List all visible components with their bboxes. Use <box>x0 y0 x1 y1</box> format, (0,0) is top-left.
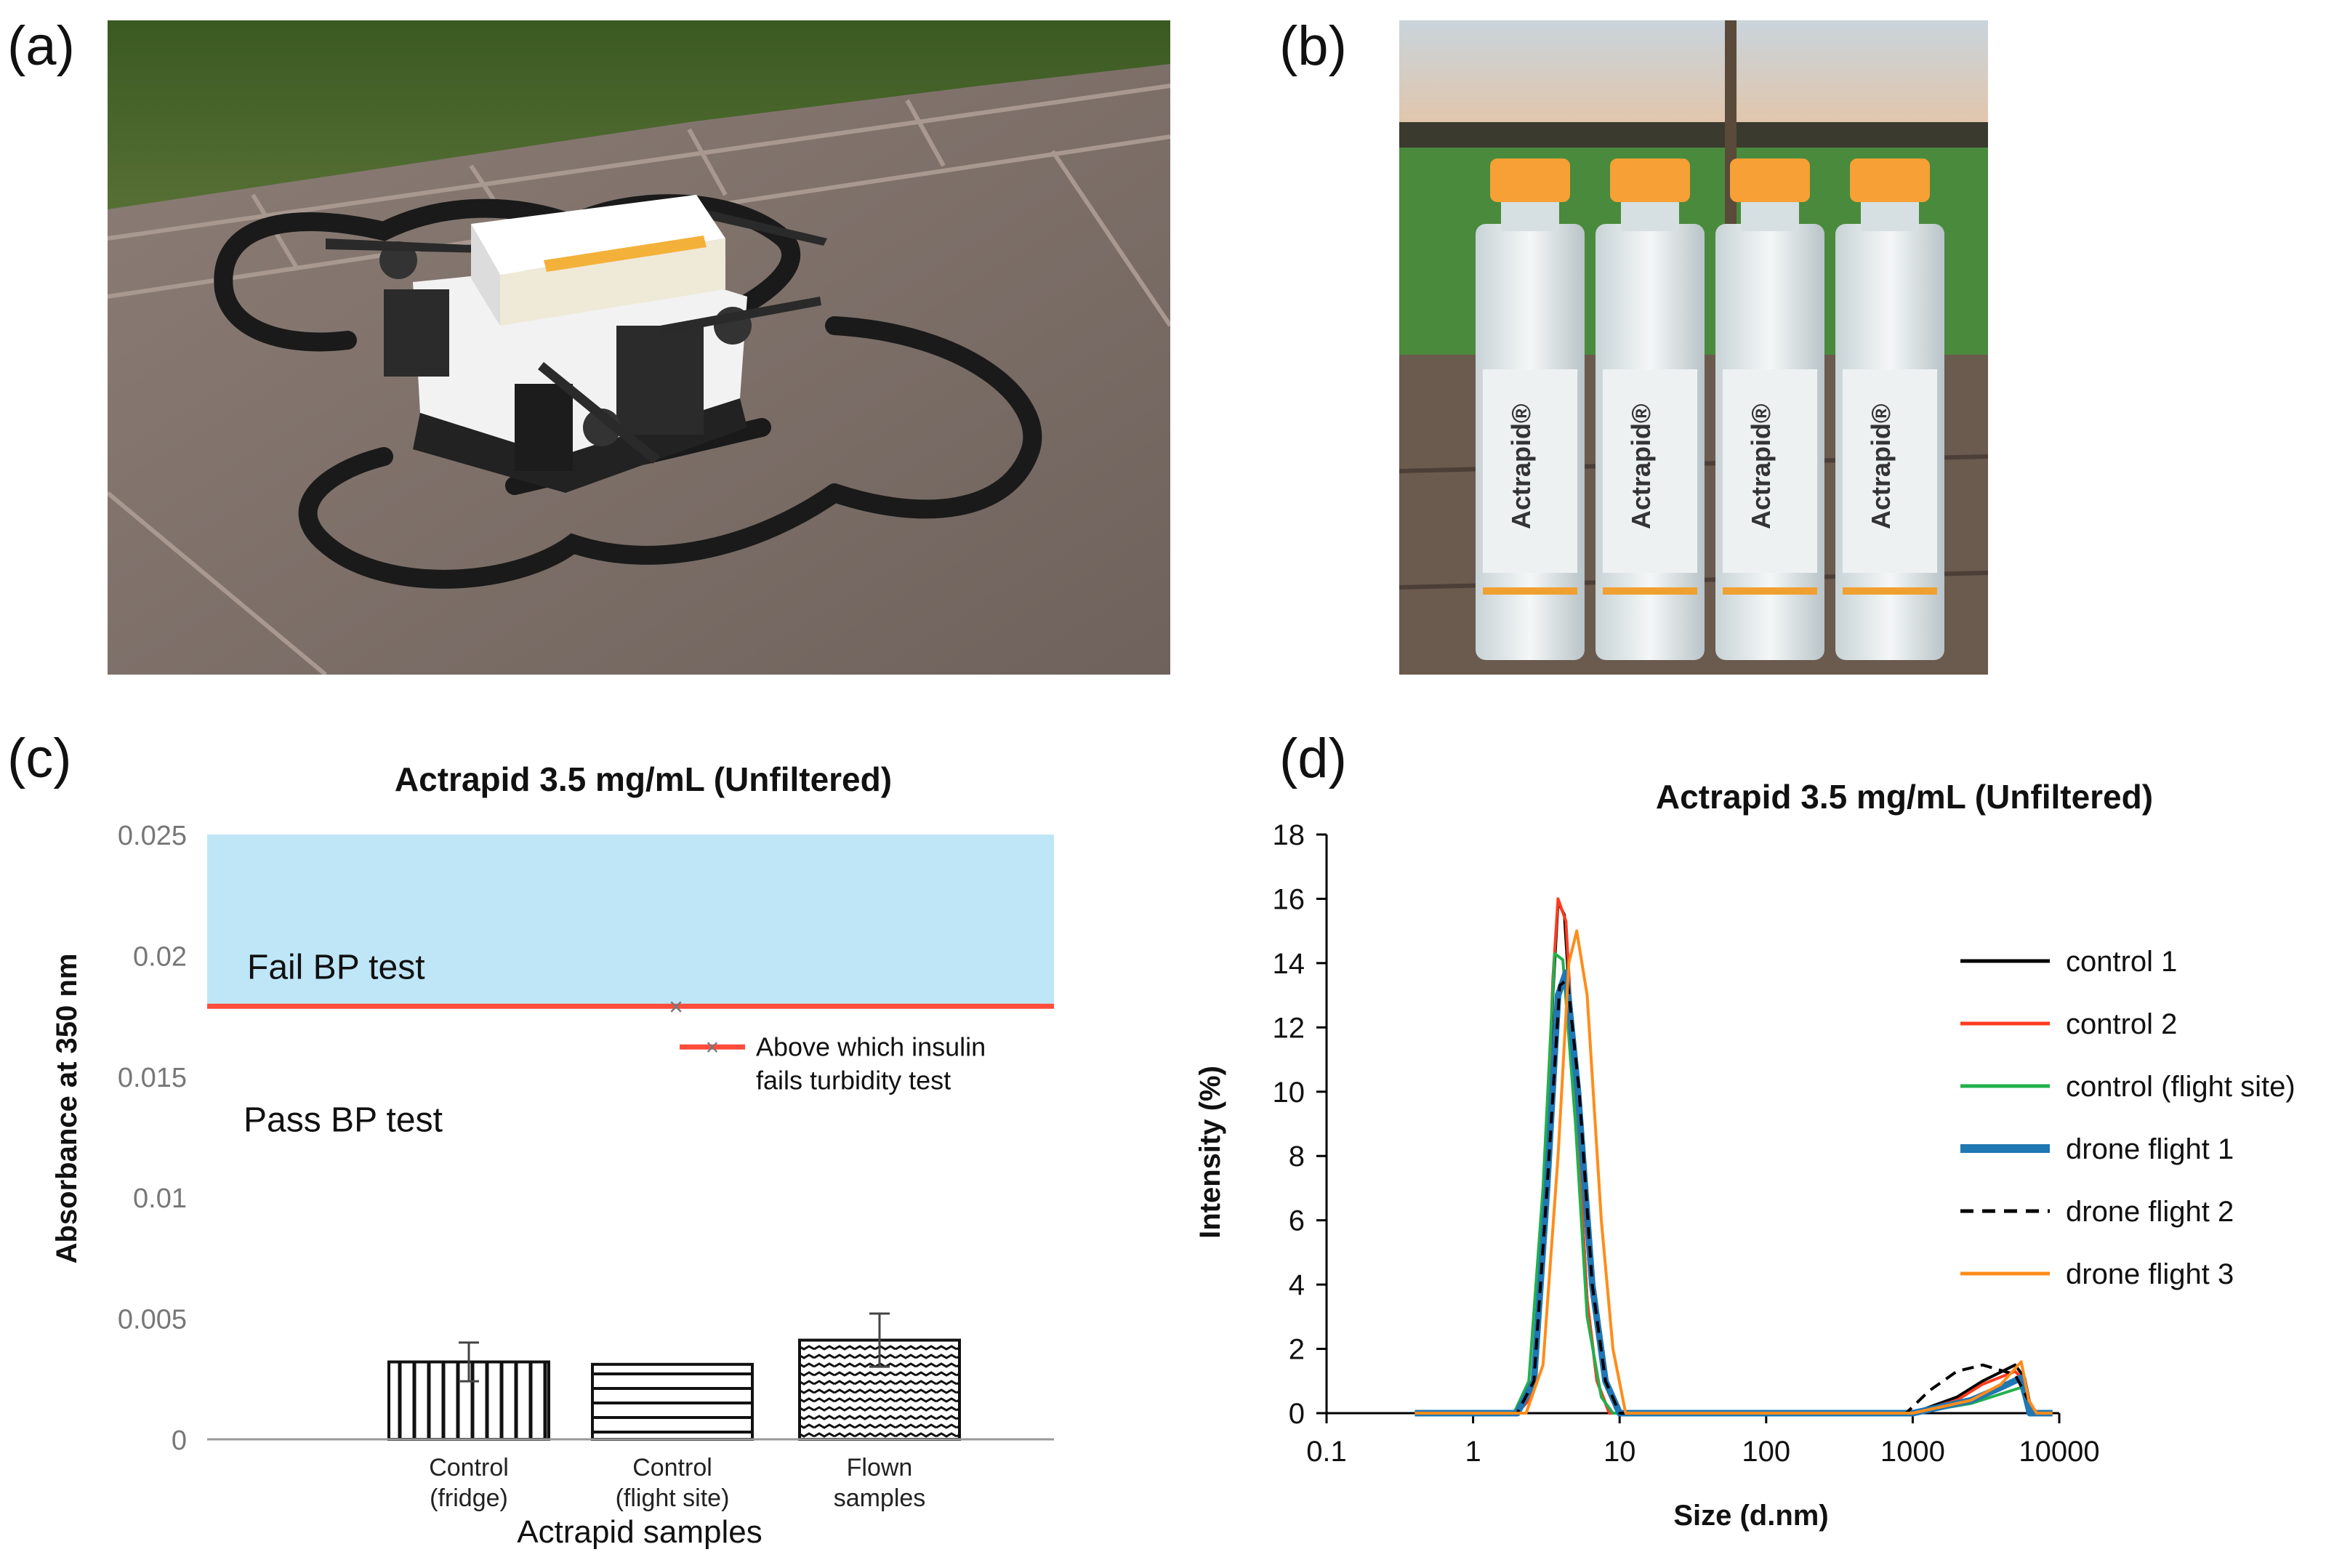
x-tick-label-line1: Control <box>632 1454 712 1481</box>
legend-label: drone flight 3 <box>2066 1258 2234 1290</box>
x-tick-label: 1 <box>1465 1436 1481 1468</box>
y-tick-label: 10 <box>1273 1077 1305 1109</box>
chart-c-title: Actrapid 3.5 mg/mL (Unfiltered) <box>395 760 892 798</box>
legend-label: drone flight 2 <box>2066 1196 2234 1228</box>
series-line <box>1415 897 2053 1415</box>
bars <box>387 1312 961 1442</box>
x-axis-label: Size (d.nm) <box>1673 1500 1828 1532</box>
y-tick-label: 0.02 <box>133 941 187 972</box>
legend-text-line1: Above which insulin <box>756 1032 986 1061</box>
vials-photo: Actrapid® Actrapid® Actrapid® <box>1399 20 1988 675</box>
chart-d: Actrapid 3.5 mg/mL (Unfiltered) 0 2 4 6 8 10 1… <box>1194 778 2295 1532</box>
y-tick-label: 0.025 <box>118 821 187 851</box>
legend-label: control (flight site) <box>2066 1071 2295 1103</box>
x-tick-label-line2: (flight site) <box>616 1484 730 1512</box>
x-tick-label-line2: samples <box>834 1484 926 1512</box>
error-bar <box>869 1312 890 1368</box>
y-axis-label: Intensity (%) <box>1194 1066 1226 1239</box>
fail-region <box>207 835 1054 1007</box>
legend-marker: × <box>706 1034 720 1060</box>
y-tick-label: 0.01 <box>133 1183 187 1214</box>
drone-photo-art <box>108 20 1170 675</box>
x-tick-label: 0.1 <box>1306 1436 1347 1468</box>
x-axis: 0.1 1 10 100 1000 10000 <box>1306 1412 2100 1468</box>
propellers <box>326 202 827 464</box>
y-tick-label: 6 <box>1289 1205 1305 1237</box>
series-line <box>1415 900 2053 1415</box>
bar <box>591 1362 754 1441</box>
y-tick-label: 0 <box>172 1426 187 1456</box>
y-axis: 0 2 4 6 8 10 12 14 16 18 <box>1273 819 1328 1430</box>
threshold-legend: × Above which insulin fails turbidity te… <box>680 1032 986 1095</box>
x-tick-label: 100 <box>1742 1436 1790 1468</box>
y-tick-label: 4 <box>1289 1269 1305 1301</box>
svg-text:Actrapid®: Actrapid® <box>1506 403 1536 529</box>
y-axis: 0 0.005 0.01 0.015 0.02 0.025 <box>118 821 187 1456</box>
vials: Actrapid® Actrapid® Actrapid® <box>1476 158 1944 660</box>
fail-label: Fail BP test <box>247 948 425 986</box>
series-lines <box>1415 897 2053 1417</box>
legend-label: control 1 <box>2066 946 2177 978</box>
y-tick-label: 12 <box>1273 1012 1305 1044</box>
x-tick-label: 10 <box>1603 1436 1636 1468</box>
panel-letter-d: (d) <box>1279 728 1347 789</box>
y-tick-label: 2 <box>1289 1334 1305 1366</box>
x-tick-label: 1000 <box>1880 1436 1945 1468</box>
y-axis-label: Absorbance at 350 nm <box>51 954 83 1264</box>
series-line <box>1415 952 2053 1415</box>
panel-letter-a: (a) <box>7 15 75 77</box>
sky <box>1399 20 1988 137</box>
series-line <box>1415 969 2053 1417</box>
chart-c: Actrapid 3.5 mg/mL (Unfiltered) 0 0.005 0.… <box>51 760 1054 1550</box>
legend-text-line2: fails turbidity test <box>756 1065 951 1095</box>
svg-text:Actrapid®: Actrapid® <box>1626 403 1656 529</box>
y-tick-label: 0.015 <box>118 1063 187 1093</box>
x-tick-label: 10000 <box>2019 1436 2099 1468</box>
y-tick-label: 14 <box>1273 948 1305 980</box>
x-tick-labels: Control (fridge) Control (flight site) Flown… <box>429 1454 925 1512</box>
vials-photo-art: Actrapid® Actrapid® Actrapid® <box>1399 20 1988 675</box>
y-tick-label: 0.005 <box>118 1305 187 1335</box>
x-tick-label-line2: (fridge) <box>430 1484 508 1512</box>
y-tick-label: 0 <box>1289 1398 1305 1430</box>
legend: control 1 control 2 control (flight site) d… <box>1960 946 2295 1290</box>
error-bar <box>459 1341 479 1383</box>
series-line <box>1415 978 2053 1415</box>
y-tick-label: 16 <box>1273 883 1305 915</box>
treeline <box>1399 122 1988 151</box>
svg-text:Actrapid®: Actrapid® <box>1746 403 1776 529</box>
panel-letter-c: (c) <box>7 728 72 789</box>
y-tick-label: 8 <box>1289 1141 1305 1173</box>
x-axis-label: Actrapid samples <box>517 1514 762 1550</box>
grass <box>108 20 1170 209</box>
x-tick-label-line1: Flown <box>847 1454 913 1481</box>
x-tick-label-line1: Control <box>429 1454 509 1481</box>
threshold-marker: × <box>669 993 683 1021</box>
panel-letter-b: (b) <box>1279 15 1347 77</box>
drone-photo <box>108 20 1170 675</box>
tree-trunk <box>1725 20 1737 238</box>
y-tick-label: 18 <box>1273 819 1305 851</box>
legend-label: control 2 <box>2066 1008 2177 1040</box>
legend-label: drone flight 1 <box>2066 1133 2234 1165</box>
medicine-box <box>471 195 725 326</box>
series-line <box>1415 929 2053 1415</box>
pass-label: Pass BP test <box>244 1101 443 1140</box>
chart-d-title: Actrapid 3.5 mg/mL (Unfiltered) <box>1656 778 2153 816</box>
svg-text:Actrapid®: Actrapid® <box>1866 403 1896 529</box>
